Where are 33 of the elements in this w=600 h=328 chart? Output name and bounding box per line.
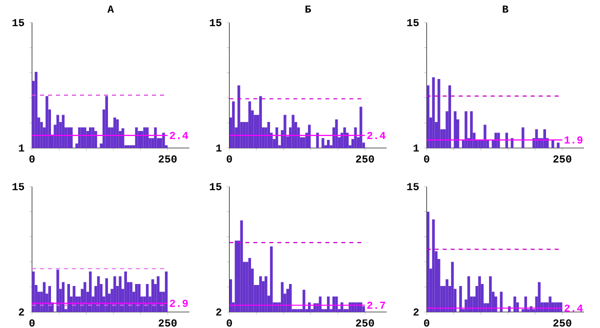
x-tick-label: 0 xyxy=(29,319,35,327)
ref-line-label: 2.9 xyxy=(170,300,188,307)
y-tick-label: 1 xyxy=(18,144,24,152)
x-tick-label: 0 xyxy=(226,155,232,163)
y-tick-label: 15 xyxy=(407,183,419,190)
chart-title: Б xyxy=(306,6,311,13)
y-tick-label: 1 xyxy=(216,144,222,152)
y-tick-label: 2 xyxy=(414,308,419,316)
ref-line-label: 1.9 xyxy=(564,136,582,144)
ref-line-label: 2.7 xyxy=(367,302,386,309)
y-tick-label: 15 xyxy=(210,183,222,190)
y-tick-label: 15 xyxy=(12,183,24,190)
y-tick-label: 2 xyxy=(18,308,24,316)
x-tick-label: 250 xyxy=(356,319,374,327)
chart-title: В xyxy=(502,6,508,13)
x-tick-label: 0 xyxy=(424,155,430,163)
x-tick-label: 250 xyxy=(158,155,177,163)
ref-line-label: 2.4 xyxy=(564,304,583,312)
ref-line-label: 2.4 xyxy=(170,132,188,140)
y-tick-label: 1 xyxy=(414,144,419,152)
y-tick-label: 2 xyxy=(216,308,222,316)
x-tick-label: 250 xyxy=(158,319,177,327)
x-tick-label: 0 xyxy=(226,319,232,327)
y-tick-label: 15 xyxy=(407,19,419,26)
chart-title: А xyxy=(107,6,114,13)
y-tick-label: 15 xyxy=(210,19,222,26)
x-tick-label: 0 xyxy=(29,155,35,163)
x-tick-label: 0 xyxy=(424,319,430,327)
x-tick-label: 250 xyxy=(356,155,374,163)
x-tick-label: 250 xyxy=(553,155,572,163)
y-tick-label: 15 xyxy=(12,19,24,26)
ref-line-label: 2.4 xyxy=(367,132,386,140)
x-tick-label: 250 xyxy=(553,319,572,327)
